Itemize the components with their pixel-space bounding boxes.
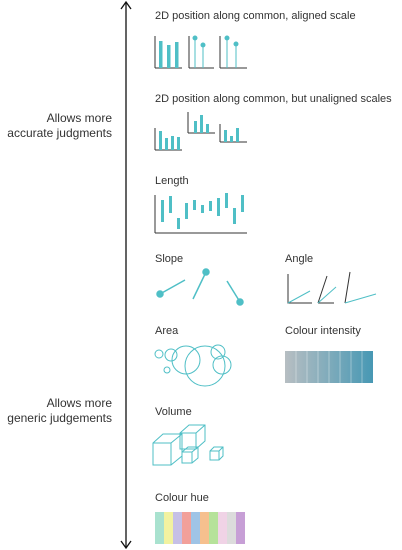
hue-swatch [164,512,173,544]
hue-swatch [218,512,227,544]
length-icon [154,193,247,234]
colour-hue-title: Colour hue [155,492,209,504]
volume-title: Volume [155,406,192,418]
slope-icon [156,268,244,306]
colour-intensity-icon [285,351,373,383]
angle-icon [287,271,377,304]
position-aligned-title: 2D position along common, aligned scale [155,10,356,22]
area-icon [154,344,232,387]
hue-swatch [227,512,236,544]
hue-swatch [209,512,218,544]
position-aligned-icon [154,35,247,69]
position-unaligned-title: 2D position along common, but unaligned … [155,93,392,105]
hue-swatch [236,512,245,544]
more-generic-label: Allows more generic judgements [0,396,112,426]
more-accurate-label: Allows more accurate judgments [0,111,112,141]
more-generic-line-1: Allows more [46,396,112,410]
position-unaligned-icon [154,112,247,151]
hue-swatch [182,512,191,544]
slope-title: Slope [155,253,184,265]
area-title: Area [155,325,179,337]
more-accurate-line-2: accurate judgments [7,126,112,140]
angle-title: Angle [285,253,314,265]
colour-hue-icon [155,512,245,544]
hue-swatch [173,512,182,544]
hue-swatch [191,512,200,544]
hue-swatch [155,512,164,544]
more-accurate-line-1: Allows more [46,111,112,125]
hue-swatch [200,512,209,544]
more-generic-line-2: generic judgements [7,411,112,425]
length-title: Length [155,175,189,187]
volume-icon [152,424,224,466]
colour-intensity-title: Colour intensity [285,325,361,337]
accuracy-double-arrow [120,0,132,550]
